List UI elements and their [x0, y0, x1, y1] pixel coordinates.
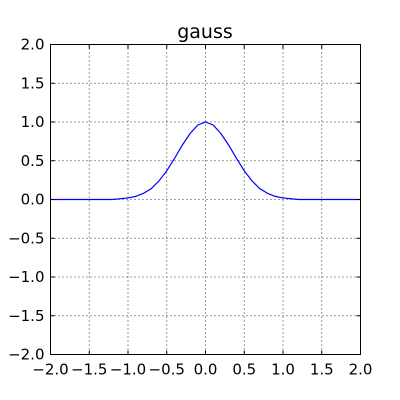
series-line-0	[50, 121, 361, 201]
x-tick-label: 1.0	[271, 361, 295, 379]
x-tick-label: −1.5	[71, 361, 107, 379]
x-tick-label: 0.0	[194, 361, 218, 379]
chart-title: gauss	[177, 21, 233, 43]
x-tick-label: 2.0	[349, 361, 373, 379]
series-layer	[50, 121, 361, 201]
plot-frame	[50, 44, 361, 355]
y-tick-label: −1.5	[8, 307, 44, 325]
y-tick-label: 1.5	[21, 74, 45, 92]
y-tick-label: −1.0	[8, 268, 44, 286]
x-tick-label: 1.5	[310, 361, 334, 379]
y-tick-label: −0.5	[8, 229, 44, 247]
x-tick-label: 0.5	[232, 361, 256, 379]
y-tick-label: 0.0	[21, 191, 45, 209]
x-tick-label: −1.0	[110, 361, 146, 379]
x-tick-label: −0.5	[149, 361, 185, 379]
y-tick-label: −2.0	[8, 346, 44, 364]
tick-layer: −2.0 −1.5 −1.0 −0.5 0.0 0.5 1.0 1.5 2.0−2.0−1.5−…	[8, 36, 372, 379]
y-tick-label: 2.0	[21, 36, 45, 54]
x-tick-label: −2.0	[32, 361, 68, 379]
y-tick-label: 0.5	[21, 152, 45, 170]
y-tick-label: 1.0	[21, 113, 45, 131]
